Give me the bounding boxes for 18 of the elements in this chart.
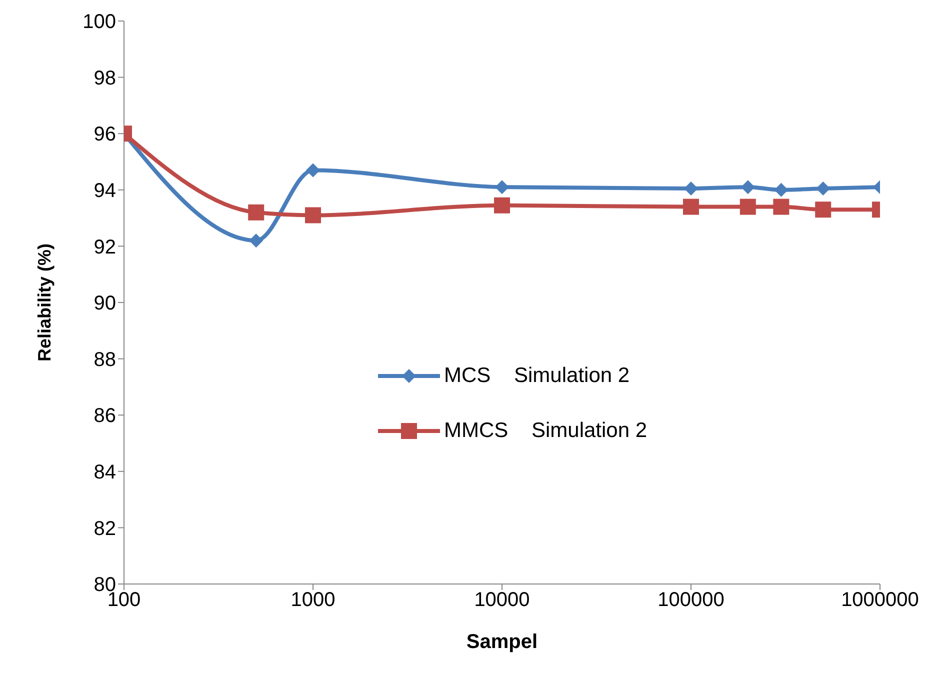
y-tick-label: 90: [94, 292, 116, 315]
legend-label: MCS Simulation 2: [444, 364, 630, 388]
x-tick-label: 1000000: [841, 589, 919, 612]
y-tick-label: 100: [82, 11, 116, 34]
y-tick-label: 92: [94, 236, 116, 258]
y-tick-label: 94: [94, 180, 116, 202]
x-tick-label: 1000: [290, 589, 336, 612]
y-tick-label: 88: [94, 348, 116, 371]
y-tick-label: 96: [94, 124, 116, 146]
y-tick-label: 82: [94, 518, 116, 540]
y-tick-label: 98: [94, 67, 116, 90]
y-tick-label: 84: [94, 462, 116, 484]
y-axis-title: Reliability (%): [34, 243, 54, 362]
x-tick-label: 10000: [474, 589, 530, 612]
x-tick-label: 100000: [658, 589, 724, 612]
x-axis-title: Sampel: [466, 631, 538, 653]
y-tick-label: 86: [94, 405, 116, 428]
legend-label: MMCS Simulation 2: [444, 418, 648, 442]
